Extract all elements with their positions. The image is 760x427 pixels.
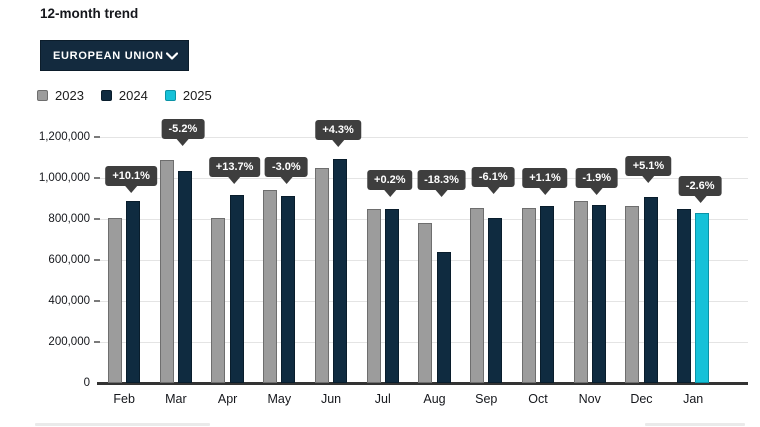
bar-aug-2024[interactable] <box>436 252 451 383</box>
change-callout: -18.3% <box>417 170 466 190</box>
bar-may-2023[interactable] <box>263 190 278 383</box>
legend-item-2025[interactable]: 2025 <box>164 88 212 103</box>
bar-apr-2023[interactable] <box>211 217 226 383</box>
legend-item-2024[interactable]: 2024 <box>100 88 148 103</box>
x-axis-label: Jul <box>374 392 391 406</box>
y-axis-label: 400,000 <box>48 295 90 307</box>
y-axis-tick <box>94 136 100 138</box>
y-axis-tick <box>94 300 100 302</box>
legend-swatch-2025 <box>164 90 176 101</box>
change-callout: +4.3% <box>315 120 361 140</box>
x-axis-label: Feb <box>113 392 135 406</box>
x-axis-label: Dec <box>630 392 653 406</box>
bar-oct-2023[interactable] <box>521 207 536 383</box>
gridline <box>100 219 748 220</box>
legend-label-2024: 2024 <box>118 88 148 103</box>
region-dropdown[interactable]: EUROPEAN UNION <box>40 40 189 71</box>
x-axis-label: Nov <box>578 392 601 406</box>
bar-jul-2023[interactable] <box>366 209 381 383</box>
y-axis-tick <box>94 341 100 343</box>
x-axis-line <box>97 382 748 385</box>
change-callout: -3.0% <box>264 157 308 177</box>
bar-apr-2024[interactable] <box>229 195 244 383</box>
change-callout: +0.2% <box>367 170 413 190</box>
bar-dec-2023[interactable] <box>625 206 640 383</box>
bar-feb-2023[interactable] <box>108 217 122 383</box>
chart-legend: 2023 2024 2025 <box>37 88 212 103</box>
x-axis-label: Jun <box>320 392 342 406</box>
change-callout: +13.7% <box>208 157 261 177</box>
x-axis-label: Oct <box>528 392 548 406</box>
change-callout: -6.1% <box>471 167 515 187</box>
bar-jun-2024[interactable] <box>333 158 348 383</box>
gridline <box>100 137 748 138</box>
x-axis-label: Aug <box>423 392 446 406</box>
clipped-footer-text-left <box>35 423 210 426</box>
chevron-down-icon <box>166 51 178 60</box>
bar-jun-2023[interactable] <box>314 167 329 383</box>
change-callout: +10.1% <box>105 166 157 186</box>
change-callout: -2.6% <box>678 176 722 196</box>
bar-feb-2024[interactable] <box>126 201 141 383</box>
y-axis-label: 1,000,000 <box>38 172 90 184</box>
bar-nov-2023[interactable] <box>573 201 588 383</box>
bar-dec-2024[interactable] <box>643 197 658 383</box>
y-axis-label: 600,000 <box>48 254 90 266</box>
bar-oct-2024[interactable] <box>540 206 555 383</box>
x-axis-label: Jan <box>683 392 704 406</box>
bar-jan-2025[interactable] <box>695 213 710 383</box>
y-axis-label: 0 <box>83 377 90 389</box>
change-callout: -1.9% <box>575 168 619 188</box>
legend-label-2023: 2023 <box>55 88 84 103</box>
y-axis-tick <box>94 259 100 261</box>
bar-mar-2024[interactable] <box>178 171 193 383</box>
bar-mar-2023[interactable] <box>159 159 174 383</box>
legend-swatch-2024 <box>100 90 112 101</box>
change-callout: -5.2% <box>161 119 205 139</box>
y-axis-label: 200,000 <box>48 336 90 348</box>
x-axis-label: Sep <box>475 392 498 406</box>
y-axis-label: 800,000 <box>48 213 90 225</box>
change-callout: +5.1% <box>625 156 672 176</box>
x-axis-label: May <box>267 392 292 406</box>
y-axis-tick <box>94 218 100 220</box>
bar-sep-2023[interactable] <box>470 207 485 383</box>
region-dropdown-label: EUROPEAN UNION <box>53 49 164 62</box>
legend-swatch-2023 <box>37 90 48 101</box>
bar-may-2024[interactable] <box>281 196 296 383</box>
bar-aug-2023[interactable] <box>418 223 433 383</box>
chart-title: 12-month trend <box>40 6 139 21</box>
x-axis-label: Apr <box>217 392 238 406</box>
change-callout: +1.1% <box>522 168 568 188</box>
legend-item-2023[interactable]: 2023 <box>37 88 84 103</box>
x-axis-label: Mar <box>165 392 187 406</box>
bar-jan-2024[interactable] <box>677 208 692 383</box>
y-axis-label: 1,200,000 <box>38 131 90 143</box>
y-axis-tick <box>94 177 100 179</box>
bar-jul-2024[interactable] <box>384 208 399 383</box>
bar-sep-2024[interactable] <box>488 218 503 383</box>
clipped-footer-text-right <box>645 423 745 426</box>
legend-label-2025: 2025 <box>182 88 212 103</box>
bar-nov-2024[interactable] <box>591 204 606 383</box>
